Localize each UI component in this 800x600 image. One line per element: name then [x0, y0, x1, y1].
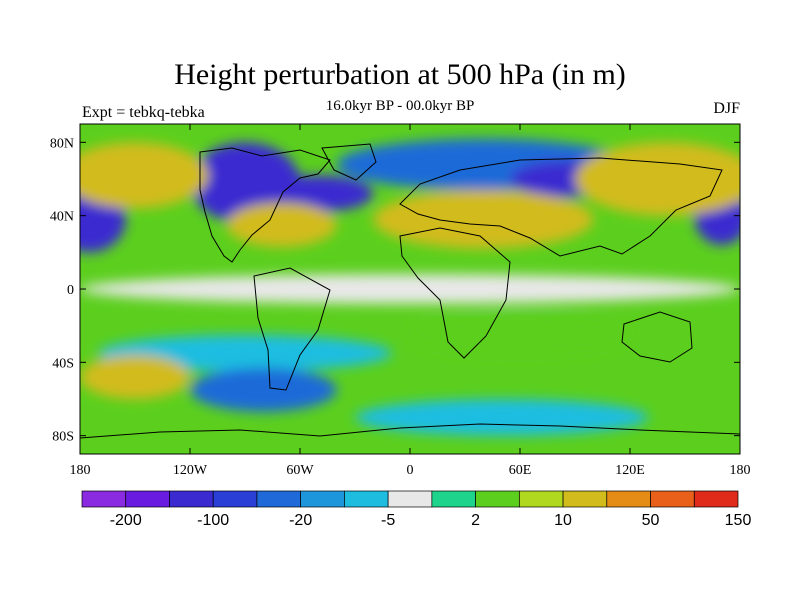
- lat-tick-label: 40S: [52, 356, 74, 371]
- colorbar-swatch: [518, 490, 564, 508]
- colorbar-swatch: [169, 490, 214, 508]
- contour-region-7: [80, 142, 209, 209]
- colorbar-label: -5: [381, 512, 395, 529]
- colorbar-swatch: [300, 490, 345, 508]
- colorbar: -200 -100 -20 -5 2 10 50 150: [81, 490, 752, 529]
- lat-tick-label: 80S: [52, 430, 74, 445]
- contour-region-3: [263, 175, 374, 213]
- contour-region-6: [226, 202, 337, 247]
- colorbar-swatch: [81, 490, 127, 508]
- experiment-label: Expt = tebkq-tebka: [82, 104, 205, 121]
- lon-tick-label: 120E: [615, 463, 645, 478]
- lon-tick-label: 0: [407, 463, 414, 478]
- colorbar-swatch: [387, 490, 433, 508]
- contour-field: [80, 124, 740, 454]
- colorbar-label: 2: [471, 512, 480, 529]
- colorbar-label: 150: [725, 512, 752, 529]
- greenland-coast: [321, 143, 377, 181]
- contour-region-15: [355, 399, 649, 436]
- contour-region-9: [575, 142, 740, 216]
- contour-region-10: [80, 274, 740, 304]
- season-label: DJF: [713, 100, 740, 117]
- colorbar-swatch: [125, 490, 170, 508]
- contour-region-14: [190, 367, 337, 412]
- colorbar-swatch: [344, 490, 389, 508]
- axis-ticks: 80N 40N 0 40S 80S 180 120W 60W 0 60E 120E 180: [50, 124, 751, 478]
- contour-region-12: [410, 312, 630, 357]
- colorbar-swatch: [256, 490, 302, 508]
- lon-tick-label: 60W: [286, 463, 314, 478]
- lon-tick-label: 120W: [173, 463, 208, 478]
- colorbar-label: -200: [110, 512, 142, 529]
- contour-region-8: [373, 190, 594, 249]
- map-subtitle: 16.0kyr BP - 00.0kyr BP: [325, 98, 475, 114]
- eurasia-coast: [399, 157, 723, 257]
- colorbar-label: 50: [642, 512, 660, 529]
- colorbar-swatch: [431, 490, 476, 508]
- colorbar-swatch: [650, 490, 695, 508]
- south-america-coast: [253, 267, 331, 391]
- antarctica-coast: [80, 423, 740, 439]
- africa-coast: [399, 227, 511, 359]
- colorbar-swatch: [212, 490, 258, 508]
- lon-tick-label: 60E: [509, 463, 532, 478]
- colorbar-swatch: [562, 490, 608, 508]
- lat-tick-label: 80N: [50, 136, 74, 151]
- colorbar-swatch: [606, 490, 651, 508]
- lat-tick-label: 0: [67, 283, 74, 298]
- colorbar-label: -100: [197, 512, 229, 529]
- australia-coast: [621, 311, 693, 363]
- lon-tick-label: 180: [70, 463, 91, 478]
- colorbar-swatch: [693, 490, 739, 508]
- contour-region-13: [80, 355, 190, 399]
- colorbar-swatch: [475, 490, 520, 508]
- lat-tick-label: 40N: [50, 210, 74, 225]
- map-title: Height perturbation at 500 hPa (in m): [174, 58, 626, 91]
- colorbar-label: 10: [554, 512, 572, 529]
- north-america-coast: [199, 147, 331, 263]
- lon-tick-label: 180: [730, 463, 751, 478]
- coastlines: [80, 143, 740, 439]
- colorbar-label: -20: [289, 512, 312, 529]
